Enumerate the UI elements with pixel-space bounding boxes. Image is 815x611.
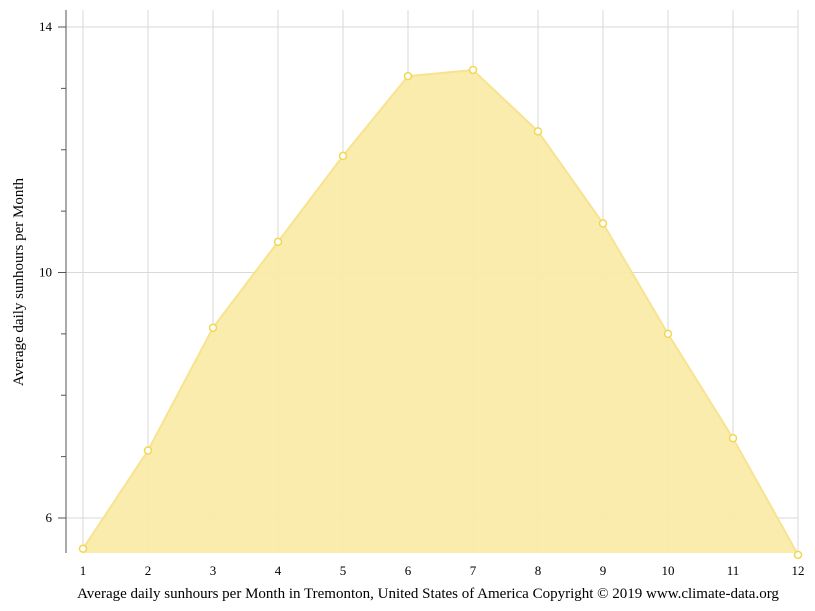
y-axis-title: Average daily sunhours per Month	[11, 178, 27, 387]
data-point	[208, 323, 218, 332]
x-tick-label: 5	[340, 563, 347, 578]
data-point	[728, 433, 738, 443]
sunhours-area	[83, 70, 798, 555]
data-point	[598, 219, 608, 228]
y-tick-labels: 6 10 14	[39, 19, 53, 525]
sunhours-line	[82, 68, 799, 556]
x-tick-label: 1	[80, 563, 87, 578]
x-tick-label: 9	[600, 563, 607, 578]
data-point	[663, 329, 673, 339]
data-point	[533, 127, 543, 136]
x-tick-label: 11	[727, 563, 740, 578]
data-point	[403, 71, 413, 81]
x-tick-label: 12	[792, 563, 805, 578]
data-point	[78, 544, 88, 553]
y-tick-label: 6	[46, 510, 53, 525]
axes	[58, 10, 67, 553]
x-tick-label: 3	[210, 563, 217, 578]
x-tick-label: 4	[275, 563, 282, 578]
x-tick-label: 7	[470, 563, 477, 578]
data-points	[78, 65, 803, 560]
y-tick-label: 10	[39, 265, 52, 280]
x-tick-label: 6	[405, 563, 412, 578]
x-tick-label: 8	[535, 563, 542, 578]
data-point	[338, 151, 348, 161]
x-axis-title: Average daily sunhours per Month in Trem…	[77, 586, 779, 602]
data-point	[273, 237, 283, 247]
data-point	[143, 446, 153, 455]
x-tick-label: 2	[145, 563, 152, 578]
data-point	[468, 65, 478, 75]
data-point	[793, 550, 803, 560]
x-tick-labels: 1 2 3 4 5 6 7 8 9 10 11 12	[80, 563, 805, 578]
y-tick-label: 14	[39, 19, 53, 34]
x-tick-label: 10	[662, 563, 675, 578]
